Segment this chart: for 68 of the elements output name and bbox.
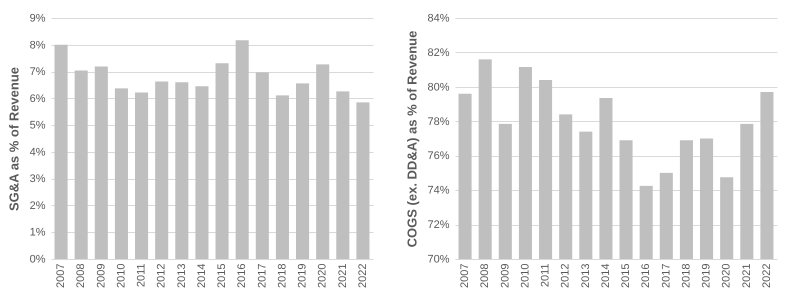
bar (195, 86, 208, 259)
x-tick-label: 2016 (236, 264, 248, 288)
x-tick-label: 2019 (296, 264, 309, 288)
bar (175, 82, 188, 259)
bar (135, 92, 148, 259)
x-tick-label: 2018 (680, 264, 692, 288)
y-tick-label: 4% (30, 146, 46, 158)
x-tick-label: 2013 (580, 264, 592, 288)
x-tick-label: 2022 (356, 264, 369, 288)
x-tick-label: 2014 (600, 264, 612, 288)
x-tick-label: 2022 (760, 264, 773, 288)
y-tick-label: 78% (427, 116, 450, 128)
y-tick-label: 9% (30, 12, 46, 24)
bar (54, 44, 68, 259)
bar (216, 63, 229, 259)
x-tick-label: 2018 (276, 264, 288, 288)
bar (74, 70, 88, 259)
y-tick-label: 70% (427, 254, 450, 266)
bar (296, 83, 310, 259)
bar (316, 64, 330, 259)
x-tick-label: 2021 (740, 264, 753, 288)
x-tick-label: 2012 (560, 264, 572, 288)
bar (114, 88, 128, 259)
x-tick-label: 2007 (55, 264, 68, 288)
x-tick-label: 2017 (256, 264, 268, 288)
bar (155, 81, 168, 259)
x-tick-label: 2011 (540, 264, 552, 288)
x-tick-label: 2010 (115, 264, 128, 288)
x-tick-label: 2011 (136, 264, 148, 288)
y-axis-title: COGS (ex. DD&A) as % of Revenue (404, 30, 420, 248)
x-tick-label: 2021 (336, 264, 349, 288)
x-tick-label: 2008 (479, 264, 492, 288)
x-tick-label: 2010 (519, 264, 532, 288)
x-tick-label: 2020 (316, 264, 329, 288)
y-tick-label: 2% (30, 200, 46, 212)
x-tick-label: 2019 (700, 264, 713, 288)
bar (256, 72, 269, 259)
y-tick-label: 0% (30, 254, 46, 266)
x-tick-label: 2015 (216, 264, 228, 288)
y-tick-label: 74% (427, 184, 450, 197)
x-tick-label: 2012 (156, 264, 168, 288)
x-tick-label: 2008 (75, 264, 88, 288)
x-tick-label: 2020 (720, 264, 733, 288)
y-tick-label: 8% (30, 39, 46, 52)
y-tick-label: 1% (30, 226, 46, 239)
y-tick-label: 82% (427, 46, 450, 59)
y-tick-label: 84% (427, 12, 450, 24)
y-tick-label: 80% (427, 81, 450, 94)
x-tick-label: 2007 (459, 264, 472, 288)
x-tick-label: 2016 (640, 264, 652, 288)
x-tick-label: 2009 (499, 264, 512, 288)
bar (94, 66, 108, 259)
y-tick-label: 3% (30, 173, 46, 186)
y-tick-label: 6% (30, 92, 46, 105)
bar (236, 40, 249, 259)
x-tick-label: 2017 (660, 264, 672, 288)
bar (336, 91, 350, 259)
x-tick-label: 2013 (176, 264, 188, 288)
x-tick-label: 2014 (196, 264, 208, 288)
y-axis-title: SG&A as % of Revenue (6, 66, 22, 212)
bar (356, 102, 370, 259)
y-tick-label: 72% (427, 219, 450, 232)
x-tick-label: 2009 (95, 264, 108, 288)
y-tick-label: 5% (30, 120, 46, 132)
y-tick-label: 7% (30, 66, 46, 78)
y-tick-label: 76% (427, 150, 450, 162)
x-tick-label: 2015 (620, 264, 632, 288)
bar (276, 95, 289, 259)
